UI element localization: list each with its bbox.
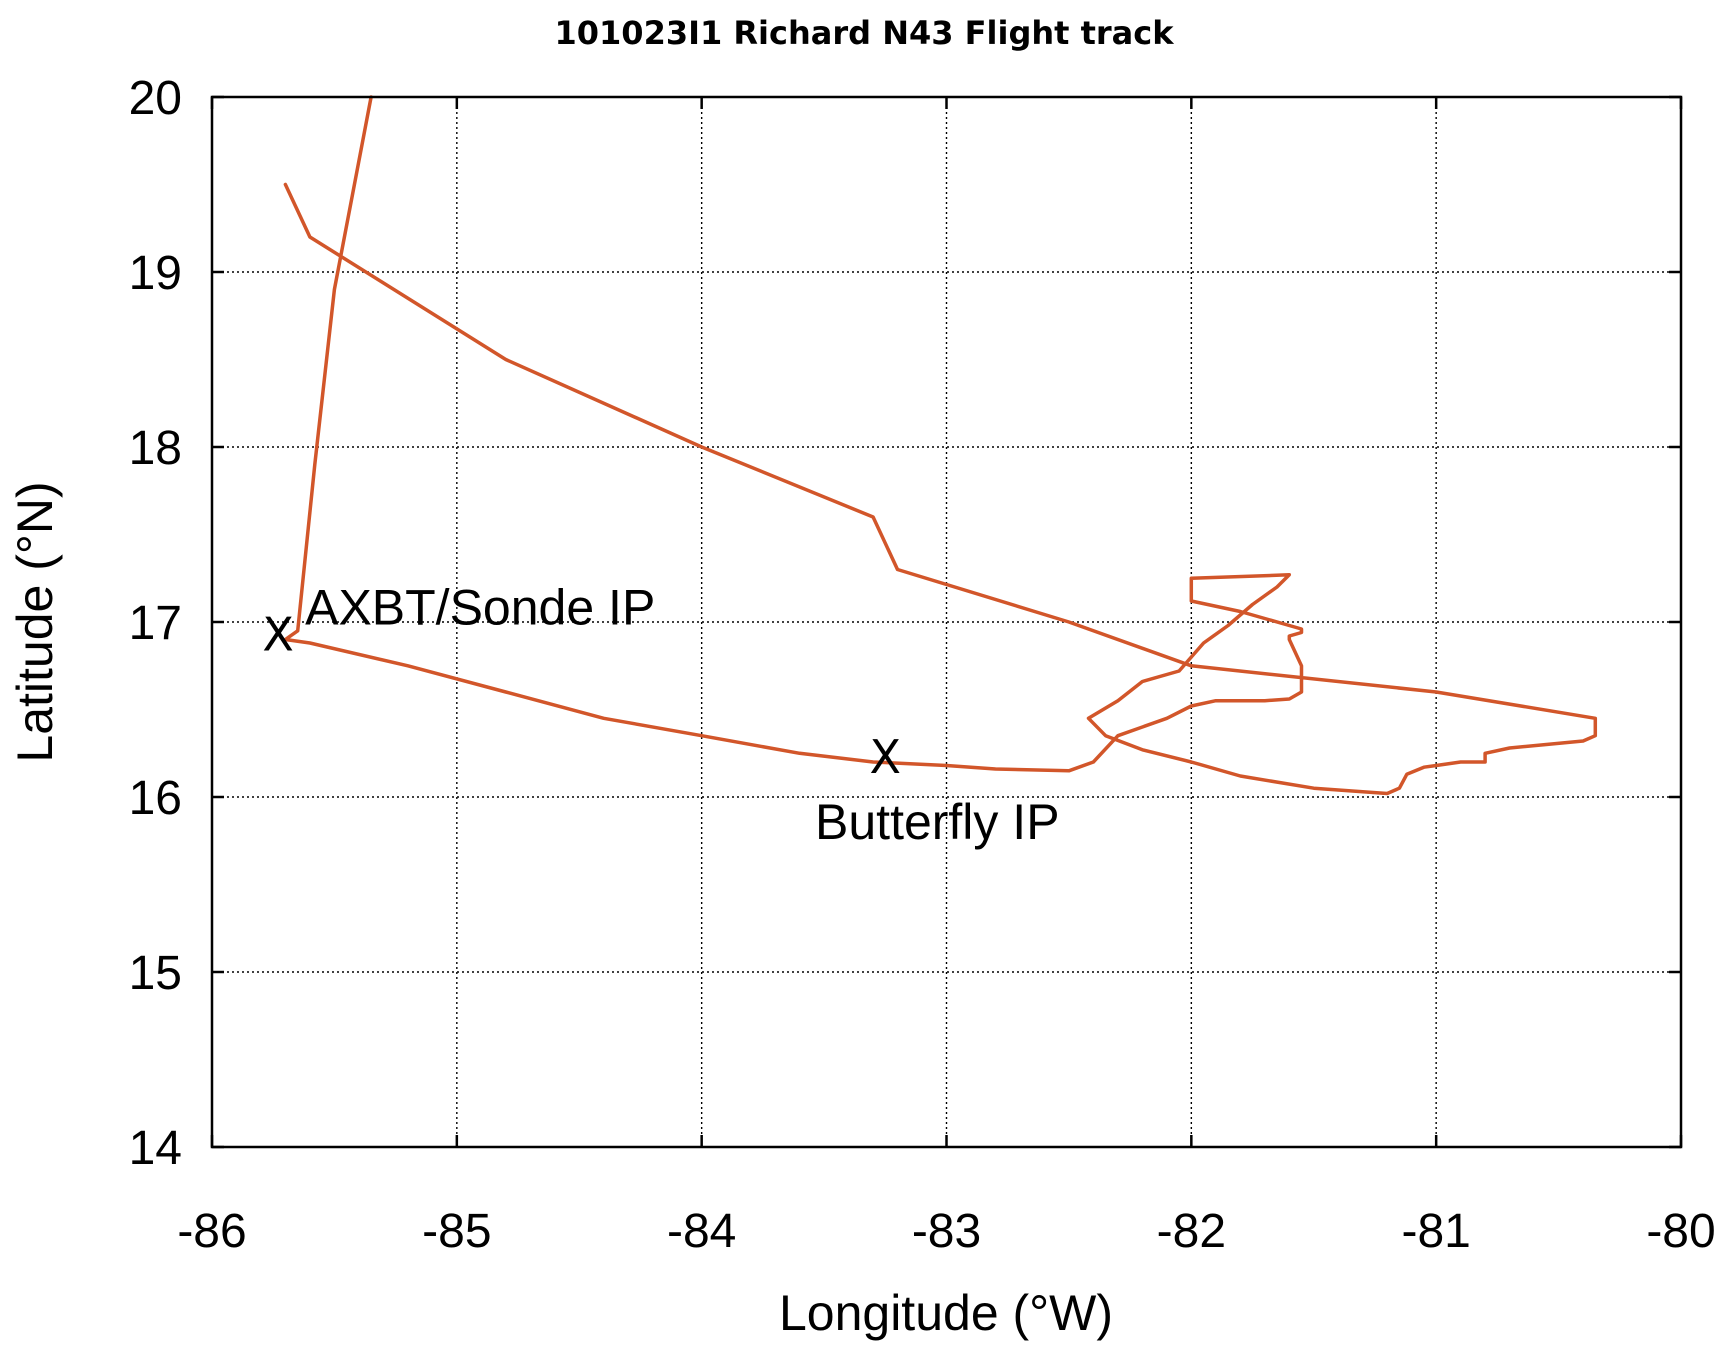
x-tick-label: -85: [422, 1205, 491, 1258]
ip-label: Butterfly IP: [815, 794, 1060, 850]
x-tick-label: -81: [1401, 1205, 1470, 1258]
x-tick-label: -82: [1157, 1205, 1226, 1258]
y-tick-label: 14: [129, 1122, 182, 1175]
ip-marker: X: [870, 730, 902, 784]
track-layer: [283, 95, 1598, 796]
y-tick-label: 20: [129, 72, 182, 125]
y-tick-label: 19: [129, 247, 182, 300]
x-axis-label: Longitude (°W): [779, 1285, 1113, 1341]
ip-label: AXBT/Sonde IP: [305, 579, 655, 635]
flight-track-line: [283, 95, 1598, 796]
chart-title: 101023I1 Richard N43 Flight track: [555, 14, 1175, 52]
grid: [212, 97, 1681, 1147]
y-axis-ticks: 14 15 16 17 18 19 20: [129, 72, 1681, 1175]
x-tick-label: -83: [912, 1205, 981, 1258]
x-axis-ticks: -86 -85 -84 -83 -82 -81 -80: [177, 97, 1716, 1258]
x-tick-label: -80: [1646, 1205, 1715, 1258]
y-tick-label: 15: [129, 947, 182, 1000]
x-tick-label: -84: [667, 1205, 736, 1258]
y-tick-label: 18: [129, 422, 182, 475]
y-axis-label: Latitude (°N): [7, 481, 63, 762]
y-tick-label: 17: [129, 597, 182, 650]
x-tick-label: -86: [177, 1205, 246, 1258]
ip-marker: X: [262, 607, 294, 661]
y-tick-label: 16: [129, 772, 182, 825]
